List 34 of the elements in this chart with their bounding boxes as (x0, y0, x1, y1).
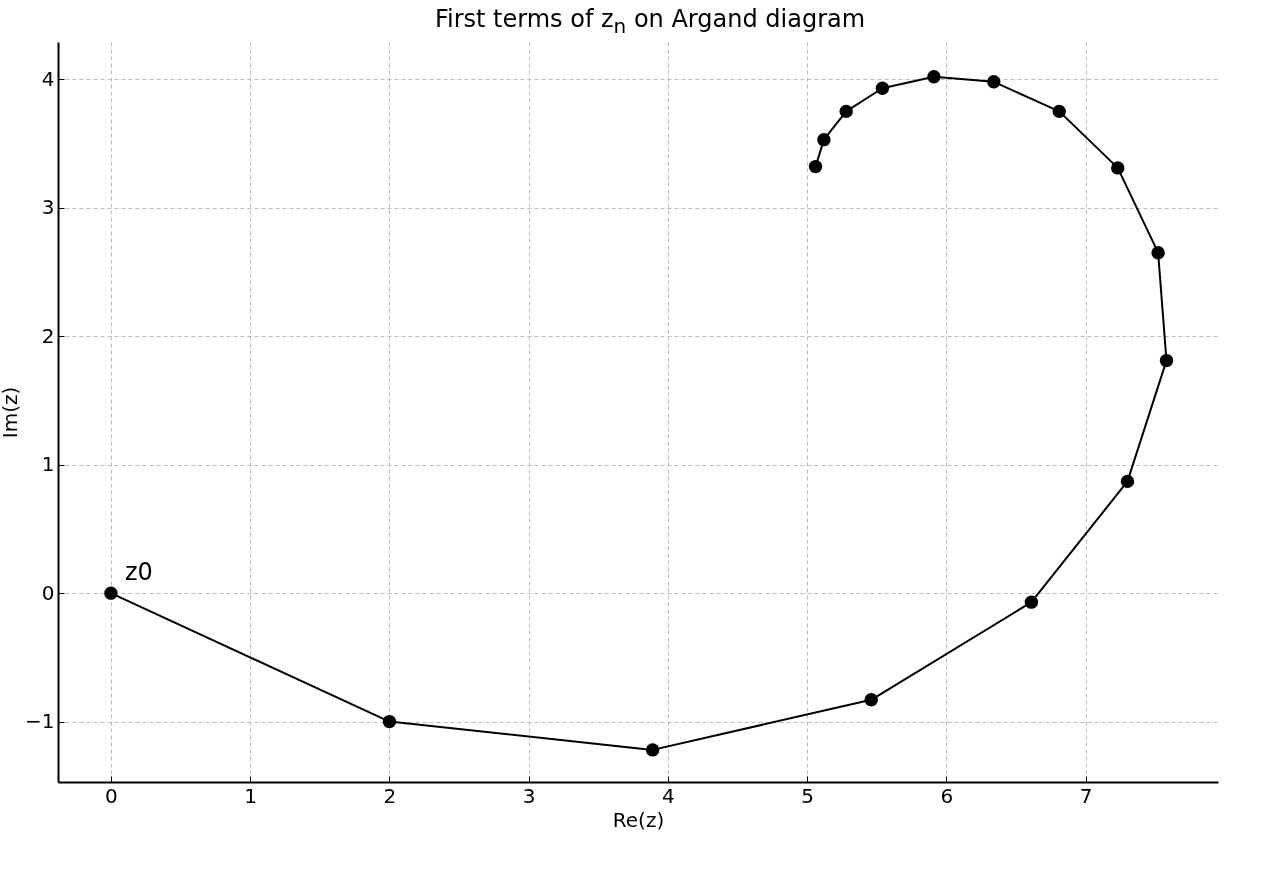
x-tick-label: 0 (105, 783, 118, 808)
x-tick-label: 1 (244, 783, 258, 808)
point (817, 132, 831, 147)
x-tick-label: 4 (662, 783, 675, 808)
y-tick-label: −1 (25, 709, 55, 734)
x-tick-label: 6 (940, 783, 954, 808)
x-tick-label: 5 (801, 783, 815, 808)
chart-title: First terms of z$_{n}$ on Argand diagram (433, 5, 867, 38)
point (864, 693, 878, 707)
point (1120, 474, 1135, 489)
point (1151, 246, 1165, 260)
point (987, 75, 1001, 89)
annotation: z0 (124, 558, 153, 587)
y-axis-title: Im(z) (0, 386, 23, 439)
point (1159, 353, 1174, 368)
point (927, 69, 941, 84)
point (1052, 104, 1066, 119)
x-tick-label: 2 (383, 783, 397, 808)
point (104, 586, 118, 600)
y-tick-label: 1 (41, 452, 55, 477)
point (1111, 161, 1125, 175)
y-tick-label: 0 (41, 580, 55, 605)
point (382, 714, 397, 729)
x-tick-label: 3 (522, 783, 536, 808)
point (839, 104, 853, 119)
y-tick-label: 3 (41, 195, 55, 220)
point (875, 81, 890, 95)
x-axis-title: Re(z) (612, 807, 665, 832)
point (808, 159, 823, 174)
point (1024, 595, 1039, 609)
point (645, 743, 660, 757)
y-tick-label: 4 (41, 66, 55, 91)
x-tick-label: 7 (1079, 783, 1093, 808)
y-tick-label: 2 (41, 323, 55, 348)
